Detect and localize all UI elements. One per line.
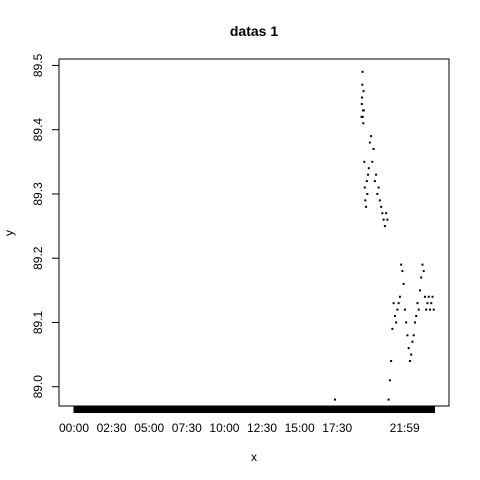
- data-point: [368, 141, 371, 144]
- data-point: [393, 315, 396, 318]
- data-point: [421, 263, 424, 266]
- data-point: [430, 302, 433, 305]
- y-tick-label: 89.2: [31, 246, 45, 270]
- data-point: [413, 321, 416, 324]
- data-point: [431, 295, 434, 298]
- data-point: [420, 276, 423, 279]
- data-point: [405, 321, 408, 324]
- data-point: [418, 289, 421, 292]
- x-tick-label: 12:30: [247, 421, 277, 435]
- data-point: [395, 321, 398, 324]
- data-point: [403, 308, 406, 311]
- data-point: [363, 186, 366, 189]
- y-tick-label: 89.1: [31, 310, 45, 334]
- x-tick-label: 21:59: [390, 421, 420, 435]
- y-tick-label: 89.5: [31, 53, 45, 77]
- x-tick-label: 17:30: [322, 421, 352, 435]
- data-point: [378, 199, 381, 202]
- data-point: [360, 102, 363, 105]
- data-point: [361, 83, 364, 86]
- data-point: [333, 398, 336, 401]
- chart-title: datas 1: [230, 23, 278, 39]
- data-point: [362, 90, 365, 93]
- data-point: [371, 160, 374, 163]
- x-tick-label: 15:00: [285, 421, 315, 435]
- data-point: [432, 308, 435, 311]
- data-point: [402, 282, 405, 285]
- x-tick-label: 00:00: [59, 421, 89, 435]
- data-point: [408, 360, 411, 363]
- data-point: [397, 302, 400, 305]
- data-point: [423, 295, 426, 298]
- data-point: [370, 135, 373, 138]
- data-point: [387, 398, 390, 401]
- x-tick-label: 05:00: [134, 421, 164, 435]
- x-axis-label: x: [251, 450, 257, 464]
- y-axis-label: y: [2, 230, 16, 236]
- data-point: [365, 205, 368, 208]
- data-point: [373, 180, 376, 183]
- data-point: [375, 173, 378, 176]
- data-point: [390, 360, 393, 363]
- data-point: [377, 186, 380, 189]
- data-point: [372, 147, 375, 150]
- data-point: [367, 167, 370, 170]
- data-point: [362, 109, 365, 112]
- y-tick-label: 89.0: [31, 375, 45, 399]
- data-point: [363, 160, 366, 163]
- data-point: [380, 205, 383, 208]
- data-point: [386, 218, 389, 221]
- x-tick-label: 10:00: [209, 421, 239, 435]
- data-point: [360, 115, 363, 118]
- data-point: [422, 270, 425, 273]
- data-point: [412, 334, 415, 337]
- data-point: [410, 353, 413, 356]
- data-point: [396, 308, 399, 311]
- data-point: [392, 302, 395, 305]
- plot-frame: [58, 58, 450, 407]
- rug-marks: [74, 406, 435, 413]
- data-point: [401, 270, 404, 273]
- data-point: [361, 96, 364, 99]
- data-point: [382, 218, 385, 221]
- data-marks: [333, 70, 435, 401]
- data-point: [361, 70, 364, 73]
- data-point: [385, 212, 388, 215]
- data-point: [407, 347, 410, 350]
- data-point: [406, 334, 409, 337]
- data-point: [362, 122, 365, 125]
- data-point: [364, 199, 367, 202]
- data-point: [383, 225, 386, 228]
- data-point: [367, 173, 370, 176]
- data-point: [398, 295, 401, 298]
- y-tick-label: 89.3: [31, 182, 45, 206]
- data-point: [416, 302, 419, 305]
- data-point: [411, 340, 414, 343]
- data-point: [391, 327, 394, 330]
- data-point: [361, 115, 364, 118]
- x-axis: 00:00 02:30 05:00 07:30 10:00 12:30 15:00 17:30…: [59, 406, 420, 435]
- data-point: [428, 308, 431, 311]
- rug-band: [74, 406, 435, 413]
- x-tick-label: 02:30: [97, 421, 127, 435]
- data-point: [417, 308, 420, 311]
- data-point: [388, 379, 391, 382]
- data-point: [425, 308, 428, 311]
- data-point: [400, 263, 403, 266]
- x-tick-label: 07:30: [172, 421, 202, 435]
- data-point: [415, 315, 418, 318]
- data-point: [427, 295, 430, 298]
- data-point: [366, 192, 369, 195]
- y-tick-label: 89.4: [31, 118, 45, 142]
- data-point: [376, 192, 379, 195]
- data-point: [426, 302, 429, 305]
- data-point: [365, 180, 368, 183]
- data-point: [381, 212, 384, 215]
- y-axis: 89.0 89.1 89.2 89.3 89.4 89.5: [31, 53, 59, 398]
